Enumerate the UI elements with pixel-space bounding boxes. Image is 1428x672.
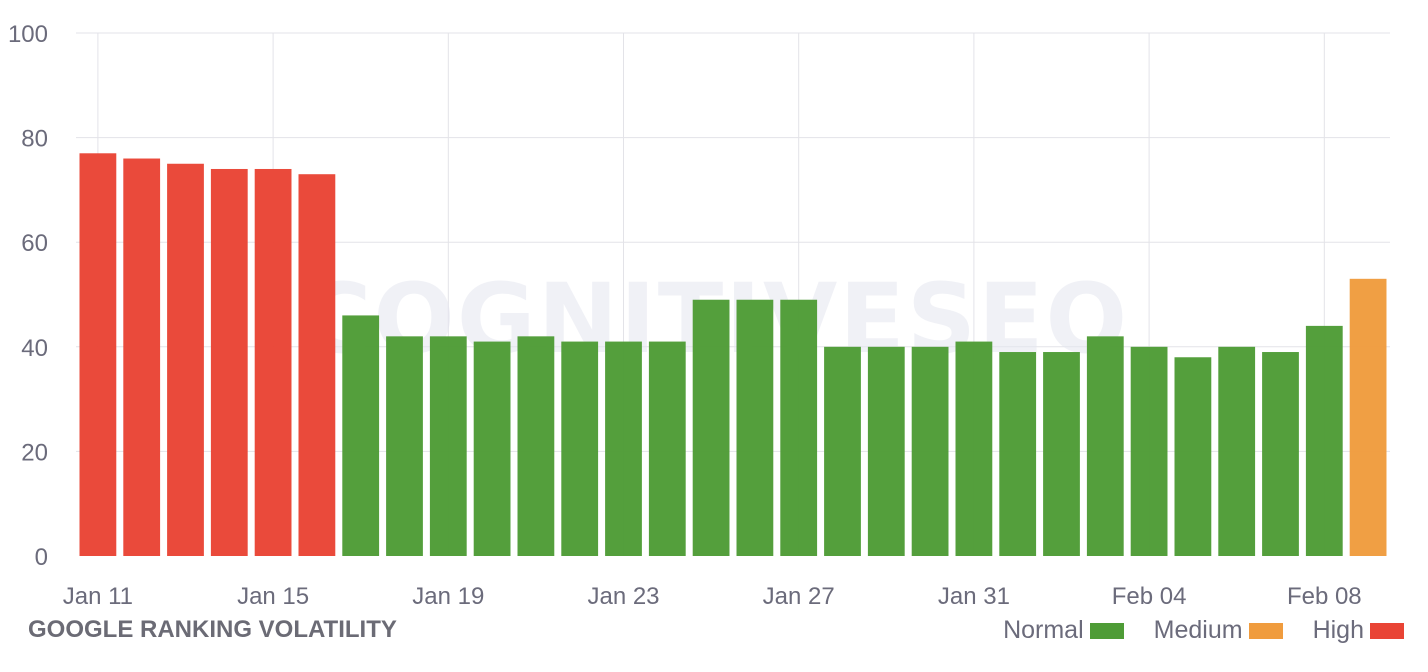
bar-jan-25[interactable] — [692, 299, 730, 556]
x-tick-label: Jan 11 — [63, 583, 133, 610]
bar-feb-06[interactable] — [1218, 346, 1256, 556]
x-tick-label: Jan 31 — [938, 583, 1010, 610]
x-axis-labels: Jan 11 Jan 15 Jan 19 Jan 23 Jan 27 Jan 31 Feb … — [63, 583, 1362, 610]
bar-feb-08[interactable] — [1305, 325, 1343, 556]
y-tick-label: 20 — [21, 439, 48, 466]
bar-feb-09[interactable] — [1349, 278, 1387, 556]
bar-jan-27[interactable] — [780, 299, 818, 556]
x-tick-label: Feb 08 — [1287, 583, 1362, 610]
bar-jan-21[interactable] — [517, 336, 555, 556]
legend-swatch-medium — [1248, 622, 1283, 639]
bars — [79, 153, 1387, 557]
y-tick-label: 80 — [21, 126, 48, 153]
bar-jan-24[interactable] — [648, 341, 686, 556]
legend: Normal Medium High — [973, 616, 1404, 645]
bar-jan-28[interactable] — [824, 346, 861, 556]
bar-feb-07[interactable] — [1262, 352, 1299, 556]
bar-jan-19[interactable] — [429, 336, 467, 556]
y-axis-labels: 0 20 40 60 80 100 — [8, 21, 48, 571]
bar-feb-04[interactable] — [1130, 346, 1168, 556]
x-tick-label: Feb 04 — [1112, 583, 1187, 610]
bar-feb-01[interactable] — [999, 352, 1037, 556]
x-tick-label: Jan 19 — [412, 583, 484, 610]
bar-feb-02[interactable] — [1043, 352, 1080, 556]
legend-swatch-high — [1370, 622, 1404, 639]
chart-title: GOOGLE RANKING VOLATILITY — [28, 616, 397, 643]
x-tick-label: Jan 23 — [587, 583, 659, 610]
bar-jan-29[interactable] — [867, 346, 905, 556]
legend-item-high[interactable]: High — [1313, 616, 1404, 645]
x-tick-label: Jan 27 — [763, 583, 835, 610]
bar-feb-03[interactable] — [1086, 336, 1124, 556]
bar-jan-31[interactable] — [955, 341, 993, 556]
bar-jan-30[interactable] — [911, 346, 949, 556]
bar-jan-14[interactable] — [210, 168, 248, 557]
bar-jan-20[interactable] — [473, 341, 511, 556]
bar-jan-17[interactable] — [342, 315, 380, 556]
bar-jan-12[interactable] — [123, 158, 161, 556]
legend-label-high: High — [1312, 616, 1364, 644]
y-tick-label: 100 — [8, 21, 48, 48]
bar-feb-05[interactable] — [1174, 357, 1212, 556]
bar-jan-11[interactable] — [79, 153, 117, 557]
bar-jan-22[interactable] — [561, 341, 599, 556]
legend-item-medium[interactable]: Medium — [1154, 616, 1283, 645]
y-tick-label: 0 — [35, 544, 48, 571]
bar-jan-23[interactable] — [605, 341, 642, 556]
legend-label-normal: Normal — [1003, 616, 1084, 644]
y-tick-label: 40 — [21, 335, 48, 362]
bar-jan-26[interactable] — [736, 299, 774, 556]
legend-item-normal[interactable]: Normal — [1003, 616, 1124, 645]
legend-label-medium: Medium — [1153, 616, 1243, 644]
bar-jan-13[interactable] — [167, 163, 204, 556]
bar-jan-15[interactable] — [254, 168, 292, 557]
bar-jan-18[interactable] — [386, 336, 423, 556]
legend-swatch-normal — [1089, 622, 1124, 639]
bar-jan-16[interactable] — [298, 174, 336, 556]
x-tick-label: Jan 15 — [237, 583, 309, 610]
y-tick-label: 60 — [21, 230, 48, 257]
